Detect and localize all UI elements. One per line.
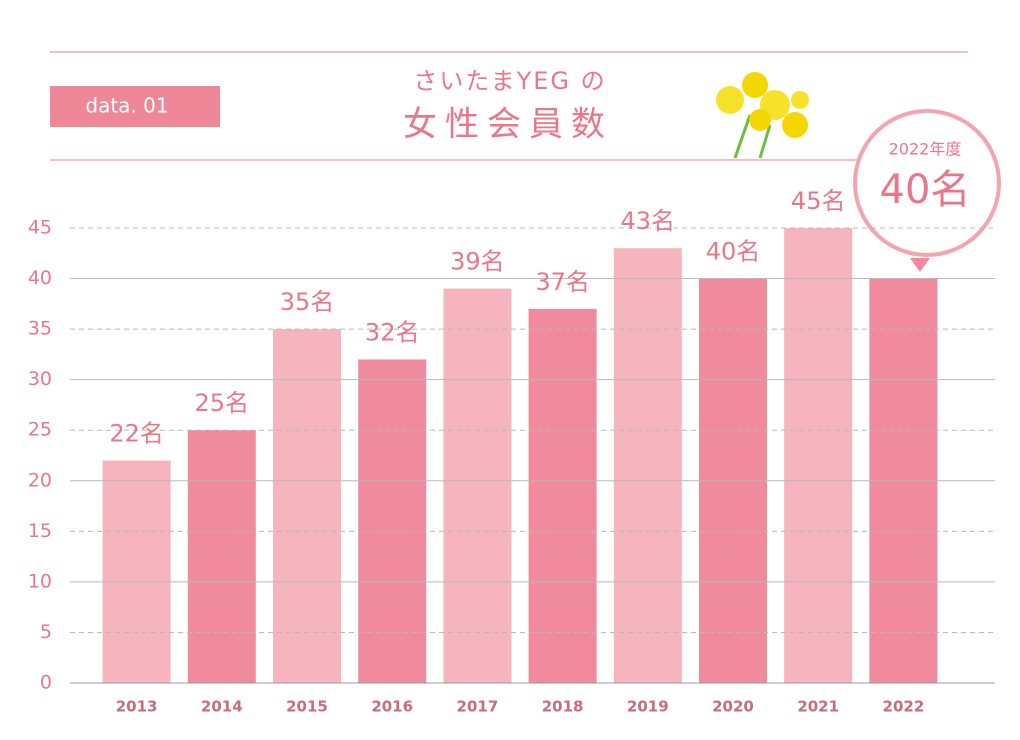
- y-tick-label: 25: [28, 419, 52, 441]
- value-label: 32名: [365, 318, 420, 346]
- bar: [273, 329, 341, 683]
- badge-text: data. 01: [85, 94, 168, 118]
- y-tick-label: 40: [28, 267, 52, 289]
- bar: [613, 248, 682, 683]
- y-tick-label: 30: [28, 368, 52, 390]
- value-label: 40名: [706, 238, 761, 266]
- y-tick-label: 15: [28, 520, 52, 542]
- x-tick-label: 2022: [883, 698, 925, 716]
- x-tick-label: 2020: [712, 698, 754, 716]
- x-tick-label: 2017: [457, 698, 499, 716]
- callout-text: 40名: [880, 167, 971, 213]
- value-label: 35名: [280, 288, 335, 316]
- y-tick-label: 0: [40, 672, 52, 694]
- y-tick-label: 45: [28, 217, 52, 239]
- callout-label: 2022年度: [889, 140, 962, 159]
- value-label: 39名: [450, 248, 505, 276]
- x-tick-label: 2016: [371, 698, 413, 716]
- bar: [528, 308, 597, 683]
- value-label: 45名: [791, 187, 846, 215]
- y-tick-label: 5: [40, 621, 52, 643]
- x-tick-label: 2021: [797, 698, 839, 716]
- value-label: 22名: [109, 420, 164, 448]
- value-label: 43名: [621, 207, 676, 235]
- x-tick-label: 2015: [286, 698, 328, 716]
- x-tick-label: 2019: [627, 698, 669, 716]
- callout: 2022年度 40名: [853, 109, 1001, 272]
- flower-illustration: [716, 72, 809, 159]
- chart-title: さいたまYEG の: [413, 67, 606, 95]
- bar: [187, 430, 256, 683]
- y-tick-label: 20: [28, 469, 52, 491]
- value-label: 37名: [535, 268, 590, 296]
- bar: [102, 460, 171, 683]
- x-tick-label: 2018: [542, 698, 584, 716]
- x-tick-label: 2013: [116, 698, 158, 716]
- bar: [443, 288, 512, 683]
- bar: [784, 228, 853, 683]
- badge: [50, 86, 220, 127]
- chart-subtitle: 女性会員数: [403, 105, 613, 145]
- y-tick-label: 10: [28, 570, 52, 592]
- bar: [358, 359, 427, 683]
- x-tick-label: 2014: [201, 698, 243, 716]
- y-tick-label: 35: [28, 318, 52, 340]
- value-label: 25名: [195, 389, 250, 417]
